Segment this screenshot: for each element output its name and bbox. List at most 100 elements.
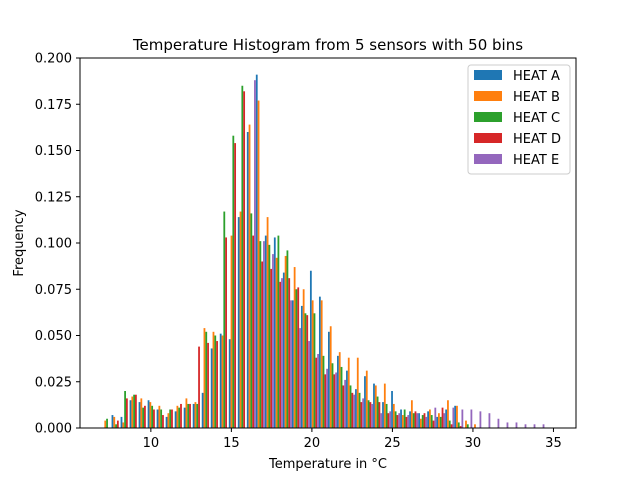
y-axis-title: Frequency bbox=[12, 209, 27, 276]
histogram-bar bbox=[300, 305, 303, 428]
histogram-bar bbox=[171, 409, 173, 428]
histogram-bar bbox=[335, 372, 338, 428]
histogram-bar bbox=[257, 100, 260, 429]
histogram-bar bbox=[158, 405, 161, 428]
histogram-bar bbox=[212, 331, 215, 428]
histogram-bar bbox=[450, 424, 453, 428]
histogram-bar bbox=[338, 352, 341, 428]
bars-layer bbox=[104, 74, 545, 429]
histogram-bar bbox=[427, 411, 429, 428]
histogram-bar bbox=[383, 383, 386, 428]
histogram-bar bbox=[326, 368, 328, 428]
legend-label: HEAT C bbox=[513, 111, 560, 126]
histogram-bar bbox=[364, 376, 366, 428]
histogram-bar bbox=[116, 420, 119, 428]
histogram-bar bbox=[394, 411, 397, 428]
histogram-bar bbox=[279, 281, 282, 428]
histogram-bar bbox=[396, 415, 399, 428]
histogram-bar bbox=[401, 415, 404, 428]
histogram-bar bbox=[342, 385, 345, 428]
histogram-bar bbox=[234, 143, 237, 428]
histogram-bar bbox=[318, 296, 321, 428]
histogram-bar bbox=[282, 272, 285, 428]
histogram-bar bbox=[286, 250, 289, 428]
histogram-bar bbox=[131, 396, 134, 428]
histogram-bar bbox=[129, 400, 132, 428]
histogram-bar bbox=[167, 413, 170, 428]
histogram-bar bbox=[385, 403, 388, 428]
histogram-bar bbox=[351, 392, 354, 428]
histogram-bar bbox=[337, 355, 339, 428]
x-tick-label: 25 bbox=[384, 436, 401, 451]
histogram-bar bbox=[376, 396, 379, 428]
histogram-bar bbox=[430, 415, 433, 428]
histogram-bar bbox=[178, 407, 181, 428]
histogram-bar bbox=[311, 300, 314, 428]
histogram-bar bbox=[250, 213, 253, 428]
histogram-bar bbox=[391, 391, 393, 428]
y-axis: 0.000 0.025 0.050 0.075 0.100 0.125 0.150 0.175… bbox=[35, 52, 80, 437]
histogram-bar bbox=[380, 413, 383, 428]
histogram-bar bbox=[322, 355, 325, 428]
histogram-bar bbox=[228, 339, 231, 428]
histogram-bar bbox=[273, 237, 276, 428]
histogram-bar bbox=[407, 415, 410, 428]
histogram-bar bbox=[246, 132, 249, 428]
histogram-bar bbox=[340, 366, 343, 428]
histogram-bar bbox=[515, 422, 518, 428]
histogram-bar bbox=[374, 385, 377, 428]
x-axis-title: Temperature in °C bbox=[268, 457, 387, 472]
histogram-bar bbox=[315, 357, 318, 428]
y-tick-label: 0.200 bbox=[35, 52, 72, 67]
histogram-bar bbox=[313, 313, 316, 428]
histogram-bar bbox=[297, 287, 300, 428]
histogram-bar bbox=[373, 383, 375, 428]
histogram-bar bbox=[142, 407, 145, 428]
histogram-bar bbox=[425, 416, 428, 428]
histogram-bar bbox=[239, 211, 242, 428]
x-axis: 10 15 20 25 30 35 bbox=[143, 428, 562, 451]
legend-label: HEAT E bbox=[513, 153, 559, 168]
legend-label: HEAT D bbox=[513, 132, 561, 147]
histogram-bar bbox=[356, 357, 359, 428]
histogram-bar bbox=[403, 409, 406, 428]
y-tick-label: 0.125 bbox=[35, 190, 72, 205]
histogram-bar bbox=[113, 416, 116, 428]
histogram-bar bbox=[524, 424, 527, 428]
histogram-bar bbox=[122, 422, 125, 428]
histogram-bar bbox=[264, 235, 267, 428]
histogram-bar bbox=[302, 289, 305, 428]
histogram-bar bbox=[198, 346, 200, 428]
histogram-bar bbox=[266, 217, 269, 428]
histogram-bar bbox=[369, 402, 372, 428]
histogram-bar bbox=[254, 80, 256, 428]
histogram-bar bbox=[219, 333, 222, 428]
histogram-bar bbox=[185, 398, 188, 428]
histogram-bar bbox=[432, 420, 435, 428]
histogram-bar bbox=[133, 394, 136, 428]
histogram-bar bbox=[358, 392, 361, 428]
histogram-bar bbox=[438, 413, 440, 428]
histogram-bar bbox=[465, 420, 467, 428]
histogram-bar bbox=[457, 422, 460, 428]
histogram-bar bbox=[329, 326, 332, 428]
histogram-bar bbox=[331, 363, 334, 428]
x-tick-label: 20 bbox=[304, 436, 321, 451]
histogram-bar bbox=[223, 211, 226, 428]
x-tick-label: 15 bbox=[223, 436, 240, 451]
histogram-bar bbox=[241, 85, 244, 428]
histogram-bar bbox=[371, 403, 374, 428]
histogram-bar bbox=[320, 300, 323, 428]
histogram-bar bbox=[205, 331, 208, 428]
histogram-bar bbox=[261, 261, 264, 428]
histogram-bar bbox=[439, 416, 442, 428]
histogram-bar bbox=[225, 237, 227, 428]
histogram-bar bbox=[333, 374, 336, 428]
histogram-bar bbox=[299, 328, 301, 428]
histogram-bar bbox=[216, 341, 218, 428]
histogram-bar bbox=[281, 278, 283, 428]
histogram-bar bbox=[398, 413, 401, 428]
histogram-bar bbox=[135, 394, 137, 428]
histogram-bar bbox=[237, 217, 240, 428]
histogram-bar bbox=[497, 418, 500, 428]
